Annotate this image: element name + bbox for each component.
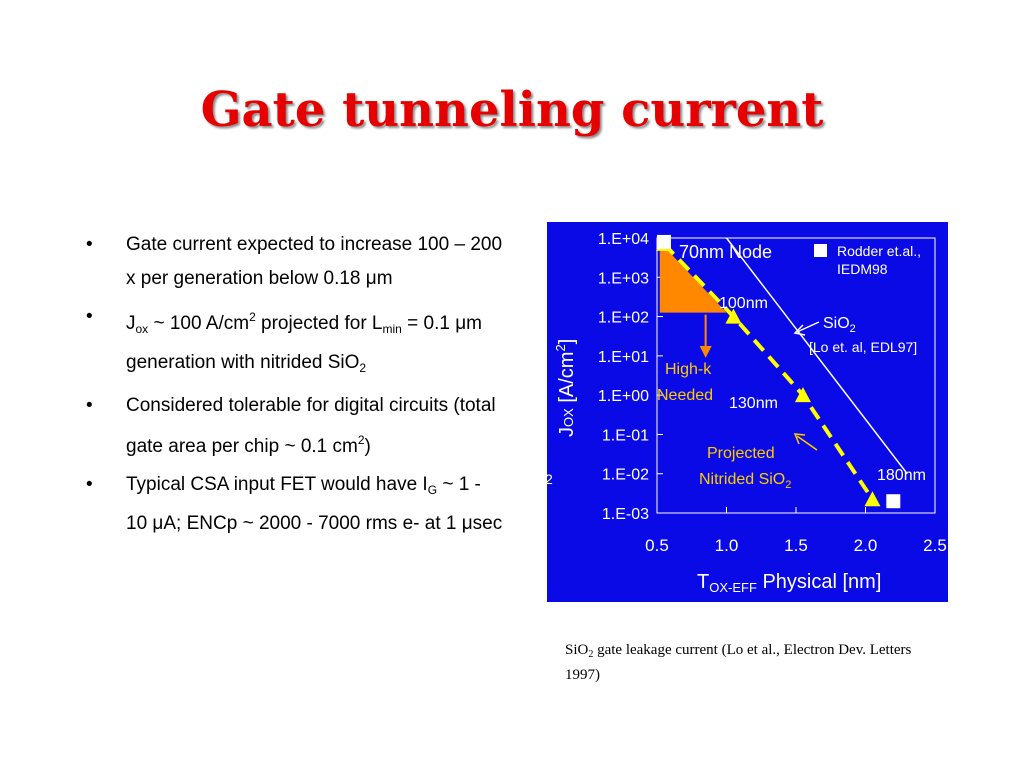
mu-symbol: μ [152,513,164,534]
y-tick-label: 1.E-01 [602,427,649,444]
legend-rodder-line1: Rodder et.al., [837,243,921,259]
series-layer [655,234,908,509]
bullet-text: ~ 1 - 10 [126,474,481,534]
chart-background [547,222,948,602]
annotation-130nm: 130nm [729,395,778,412]
annotation-100nm: 100nm [719,295,768,312]
bullet-item: • Considered tolerable for digital circu… [86,389,506,464]
x-tick-label: 2.0 [854,536,878,555]
series-projected-line [662,242,875,501]
bullet-marker: • [86,234,93,255]
y-tick-label: 1.E+04 [598,231,649,248]
projected-arrow-line [796,435,818,451]
y-tick-label: 1.E+01 [598,349,649,366]
series-rodder-point [656,234,671,249]
superscript: 2 [249,310,256,324]
bullet-text: m generation with nitrided SiO [126,313,482,373]
bullet-text: A; ENCp ~ 2000 - 7000 rms e- at 1 [163,513,462,534]
mu-symbol: μ [461,513,473,534]
subscript: 2 [359,361,367,375]
sio2-arrow-head [793,324,806,336]
annotation-180nm: 180nm [877,467,926,484]
annotation-needed: Needed [657,387,713,404]
y-axis-label: JOX [A/cm2] [553,339,578,437]
series-projected-point [864,491,881,507]
slide-title: Gate tunneling current [200,82,824,138]
bullet-text: projected for L [255,313,383,334]
annotation-sio2: SiO2 [823,315,856,335]
subscript: G [427,483,438,497]
x-tick-label: 1.0 [715,536,739,555]
bullet-text: ~ 100 A/cm [148,313,250,334]
axis-ticks: 1.E-03 1.E-02 1.E-01 1.E+00 1.E+01 1.E+02 1.E+… [598,231,947,555]
series-projected-point [794,387,811,403]
bullet-text: m [376,268,393,289]
annotation-projected: Projected [707,445,775,462]
annotation-edge: 2 [547,471,553,487]
bullet-marker: • [86,306,93,327]
annotation-lo-et-al: [Lo et. al, EDL97] [809,339,917,355]
figure-caption: SiO2 gate leakage current (Lo et al., El… [565,642,912,683]
bullet-marker: • [86,395,93,416]
superscript: 2 [357,433,365,447]
high-k-region [659,241,727,313]
bullet-text: J [126,313,136,334]
x-axis-label: TOX-EFF Physical [nm] [697,571,881,595]
annotation-nitrided-sio2: Nitrided SiO2 [699,471,791,491]
series-projected-point [725,308,742,324]
y-tick-label: 1.E+03 [598,270,649,287]
bullet-text: = 0.1 [401,313,456,334]
x-tick-label: 0.5 [645,536,669,555]
high-k-arrow-head [699,346,712,358]
mu-symbol: μ [455,313,467,334]
series-sio2-line [725,237,908,475]
bullet-list: • Gate current expected to increase 100 … [86,228,506,545]
bullet-text: sec [472,513,503,534]
sio2-arrow-line [796,321,820,333]
y-tick-label: 1.E+00 [598,388,649,405]
leakage-chart: 1.E-03 1.E-02 1.E-01 1.E+00 1.E+01 1.E+02 1.E+… [547,222,948,602]
x-tick-label: 2.5 [923,536,947,555]
bullet-text: ) [364,436,371,457]
y-tick-label: 1.E+02 [598,310,649,327]
legend-rodder-line2: IEDM98 [837,261,888,277]
annotation-70nm-node: 70nm Node [679,242,772,262]
y-tick-label: 1.E-02 [602,467,649,484]
mu-symbol: μ [365,268,377,289]
x-tick-label: 1.5 [784,536,808,555]
subscript: min [382,322,402,336]
bullet-text: Gate current expected to increase 100 – … [126,234,503,289]
annotation-high-k: High-k [665,361,712,378]
y-tick-label: 1.E-03 [602,506,649,523]
bullet-marker: • [86,474,93,495]
series-rodder-point [886,494,901,509]
subscript: ox [135,322,149,336]
legend-rodder-marker [814,244,827,257]
bullet-item: • Jox ~ 100 A/cm2 projected for Lmin = 0… [86,300,506,385]
bullet-text: Considered tolerable for digital circuit… [126,395,496,457]
bullet-item: • Gate current expected to increase 100 … [86,228,506,296]
bullet-text: Typical CSA input FET would have I [126,474,428,495]
bullet-item: • Typical CSA input FET would have IG ~ … [86,468,506,541]
projected-arrow-head [793,433,806,445]
